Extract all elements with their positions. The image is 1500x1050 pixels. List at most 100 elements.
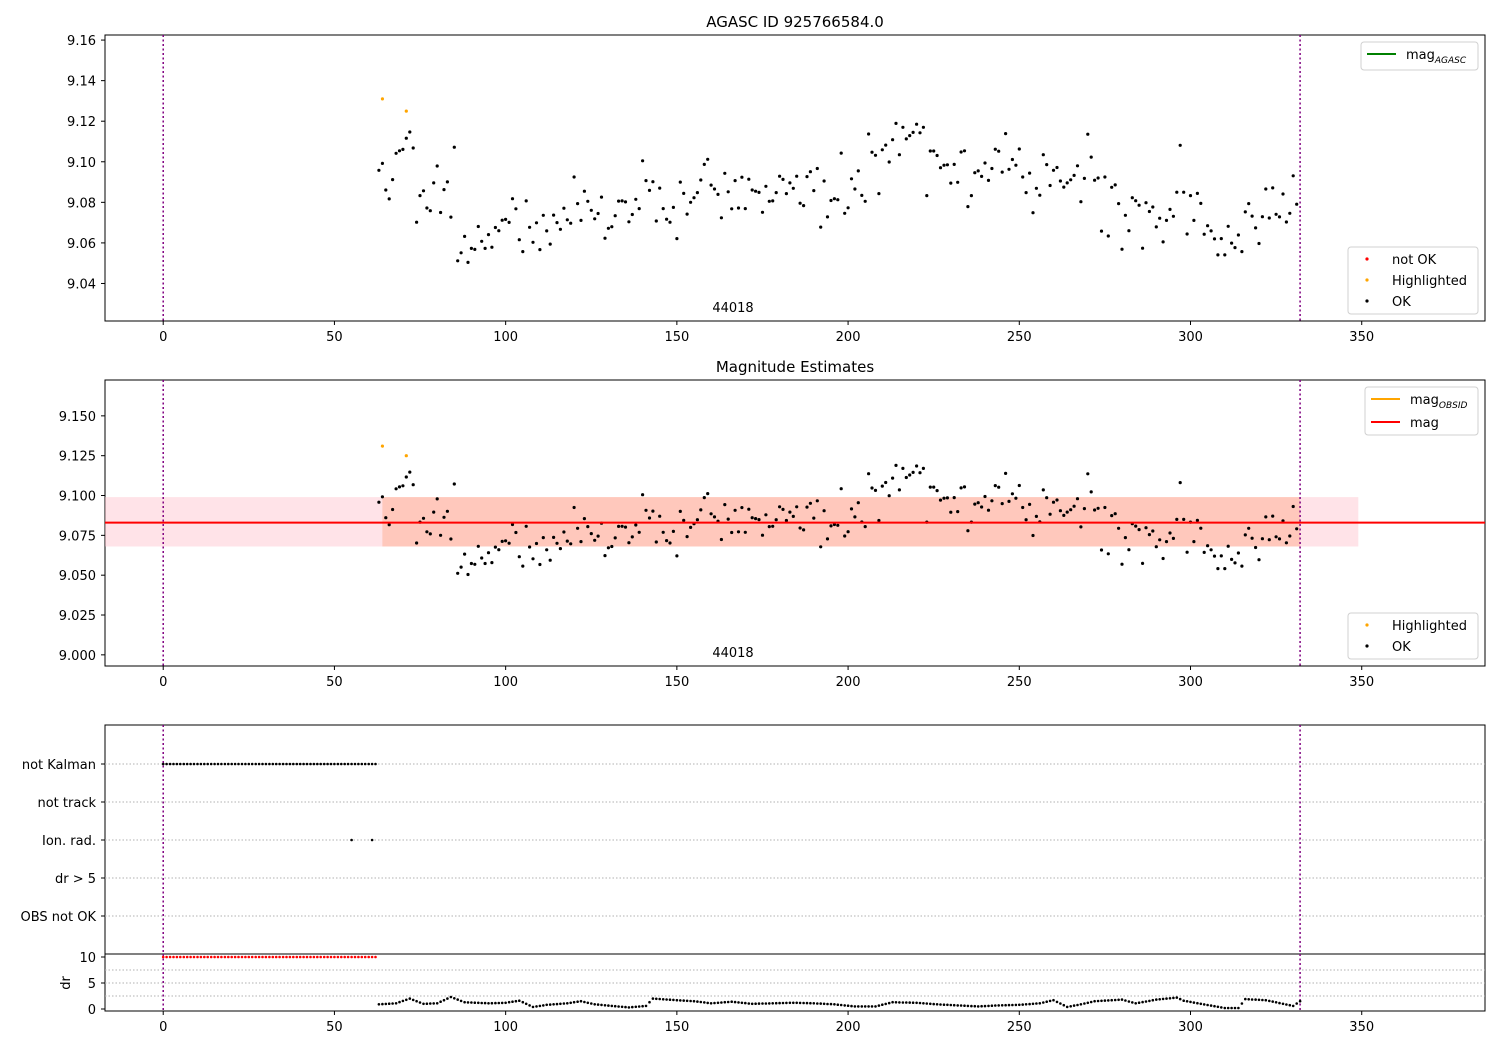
not-kalman-flag <box>189 762 192 766</box>
ok-point <box>774 191 778 195</box>
ok-point <box>387 523 391 527</box>
not-kalman-flag <box>329 762 333 766</box>
ok-point <box>1086 472 1090 476</box>
dr-point <box>881 1003 884 1006</box>
ok-point <box>401 147 405 151</box>
x-tick-label: 350 <box>1349 330 1374 345</box>
ok-point <box>986 508 991 512</box>
ok-point <box>1130 196 1134 200</box>
ok-point <box>565 218 569 222</box>
dr-point <box>1004 1003 1007 1007</box>
dr-point <box>459 999 463 1003</box>
ok-point <box>935 153 939 158</box>
ok-point <box>504 539 508 543</box>
dr-point <box>1083 1002 1086 1005</box>
dr-axis-label: dr <box>59 976 74 990</box>
ok-point <box>411 146 415 150</box>
not-kalman-flag <box>257 762 261 766</box>
not-kalman-flag <box>360 762 364 766</box>
ok-point <box>397 149 402 153</box>
dr-point <box>1298 999 1302 1003</box>
ok-point <box>805 175 809 179</box>
ok-point <box>997 149 1001 153</box>
dr-point <box>1165 997 1168 1000</box>
flag-category-label: not Kalman <box>22 758 96 773</box>
ok-point <box>1144 201 1148 205</box>
dr-flagged-point <box>343 955 347 959</box>
dr-point <box>497 1001 501 1005</box>
dr-flagged-point <box>250 955 254 959</box>
ok-point <box>860 193 864 197</box>
y-tick-label: 9.06 <box>67 237 96 252</box>
ok-point <box>1264 515 1268 519</box>
dr-point <box>853 1005 857 1008</box>
ok-point <box>459 251 463 255</box>
ok-point <box>552 535 556 540</box>
ok-point <box>891 476 895 480</box>
dr-point <box>723 1000 727 1004</box>
magnitude-estimates-plot: 0 50 100 150 200 250 300 350 9.000 9.025 9.050 9.07… <box>59 379 1486 690</box>
ok-point <box>1206 224 1210 228</box>
dr-point <box>1120 998 1124 1001</box>
not-kalman-flag <box>240 762 244 766</box>
dr-flagged-point <box>213 955 216 959</box>
y-tick-label: 5 <box>88 977 96 992</box>
flag-category-label: Ion. rad. <box>42 834 96 849</box>
dr-point <box>627 1006 631 1009</box>
legend-label-mag-agasc: magAGASC <box>1406 48 1467 66</box>
flag-category-label: OBS not OK <box>21 910 97 925</box>
ok-point <box>1175 190 1179 194</box>
ok-point <box>671 205 676 209</box>
dr-point <box>976 1005 980 1008</box>
dr-point <box>1192 1001 1196 1004</box>
ok-point <box>863 525 867 529</box>
ok-point <box>442 188 446 192</box>
ok-point <box>682 191 686 195</box>
ok-point <box>706 157 710 161</box>
dr-point <box>1182 999 1185 1002</box>
ok-point <box>1274 212 1278 216</box>
ok-point <box>463 552 467 556</box>
ok-point <box>1158 216 1162 220</box>
dr-point <box>418 1001 422 1004</box>
ok-point <box>802 204 806 208</box>
ok-point <box>904 475 908 480</box>
ok-point <box>918 131 922 135</box>
legend-label-highlighted: Highlighted <box>1392 274 1467 289</box>
ok-point <box>658 186 662 190</box>
dr-flagged-point <box>360 955 364 959</box>
ok-point <box>1192 218 1196 222</box>
ok-point <box>1120 247 1124 251</box>
dr-point <box>1018 1003 1021 1007</box>
ok-point <box>404 475 408 479</box>
ok-point <box>764 184 768 188</box>
ok-point <box>521 250 525 254</box>
ok-point <box>541 213 545 217</box>
ok-point <box>1154 225 1158 229</box>
ok-point <box>671 529 676 534</box>
dr-point <box>1264 998 1268 1002</box>
y-tick-label: 9.000 <box>59 649 96 664</box>
ok-point <box>1106 552 1110 556</box>
flags-plot: not Kalman not track Ion. rad. dr > 5 OBS no… <box>21 724 1486 955</box>
ok-point <box>661 530 665 534</box>
ok-point <box>391 178 395 182</box>
ok-point <box>750 188 754 192</box>
dr-flagged-point <box>261 955 264 959</box>
dr-point <box>425 1002 429 1005</box>
ok-point <box>956 510 960 514</box>
ok-point <box>829 198 833 203</box>
ok-point <box>1284 541 1288 545</box>
dr-flagged-point <box>312 955 316 959</box>
ok-point <box>452 482 456 486</box>
ok-point <box>1240 250 1244 254</box>
ok-point <box>877 192 881 196</box>
dr-point <box>1045 1000 1048 1003</box>
dr-point <box>1209 1004 1213 1007</box>
ok-point <box>445 509 449 513</box>
ok-point <box>476 544 480 548</box>
ok-point <box>1024 518 1028 522</box>
ok-point <box>541 536 545 540</box>
dr-point <box>884 1002 887 1006</box>
ok-point <box>1219 554 1223 558</box>
